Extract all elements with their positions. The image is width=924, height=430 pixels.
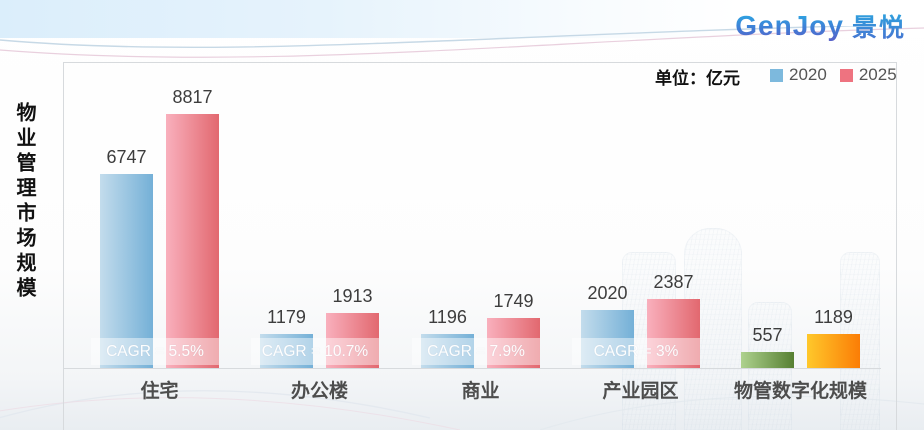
category-label-物管数字化规模: 物管数字化规模 [733,381,867,402]
cagr-strip: CAGR = 7.9% [412,338,540,365]
cagr-strip: CAGR = 3% [572,338,700,365]
legend-label-2020: 2020 [789,65,827,84]
bar-2020-商业 [421,334,474,368]
logo-genjoy-text: GenJoy [735,10,844,41]
bar-2025-产业园区 [647,299,700,368]
cagr-strip: CAGR = 10.7% [251,338,379,365]
bar-value-label: 557 [752,325,783,345]
bar-value-label: 6747 [106,147,147,167]
chart-plot-area: 6747 8817 CAGR = 5.5% 住宅 1179 1913 CAGR = 10.7… [63,62,896,402]
category-label-产业园区: 产业园区 [602,381,679,402]
chart-title-vertical: 物业管理市场规模 [13,102,35,302]
x-axis-line [63,368,881,369]
category-label-办公楼: 办公楼 [290,381,348,402]
bar-2025-住宅 [166,114,219,368]
legend-swatch-2025 [839,68,853,82]
bar-2020-住宅 [100,174,153,368]
unit-label: 单位：亿元 [655,69,740,88]
y-axis-line [63,62,64,430]
bar-2020-产业园区 [581,310,634,368]
bar-2020-物管数字化规模 [741,352,794,368]
bar-value-label: 1749 [493,291,534,311]
legend: 2020 2025 [770,65,897,85]
bar-value-label: 2387 [653,272,694,292]
bar-value-label: 1189 [814,307,853,327]
logo-chinese-text: 景悦 [852,8,906,44]
bar-value-label: 1179 [267,307,306,327]
bar-value-label: 8817 [172,87,213,107]
logo: GenJoy 景悦 [735,8,906,44]
legend-item-2025: 2025 [839,65,897,85]
bar-value-label: 2020 [587,283,628,303]
cagr-strip: CAGR = 5.5% [91,338,219,365]
bar-value-label: 1913 [332,286,373,306]
legend-swatch-2020 [770,68,783,82]
bar-2025-物管数字化规模 [807,334,860,368]
bar-2025-商业 [487,318,540,368]
bar-value-label: 1196 [428,307,467,327]
plot-right-border [896,62,897,430]
plot-top-border [63,62,897,63]
category-label-商业: 商业 [461,381,500,402]
legend-label-2025: 2025 [858,65,897,84]
bar-2025-办公楼 [326,313,379,368]
bar-2020-办公楼 [260,334,313,368]
category-label-住宅: 住宅 [140,381,179,402]
legend-item-2020: 2020 [770,65,827,85]
